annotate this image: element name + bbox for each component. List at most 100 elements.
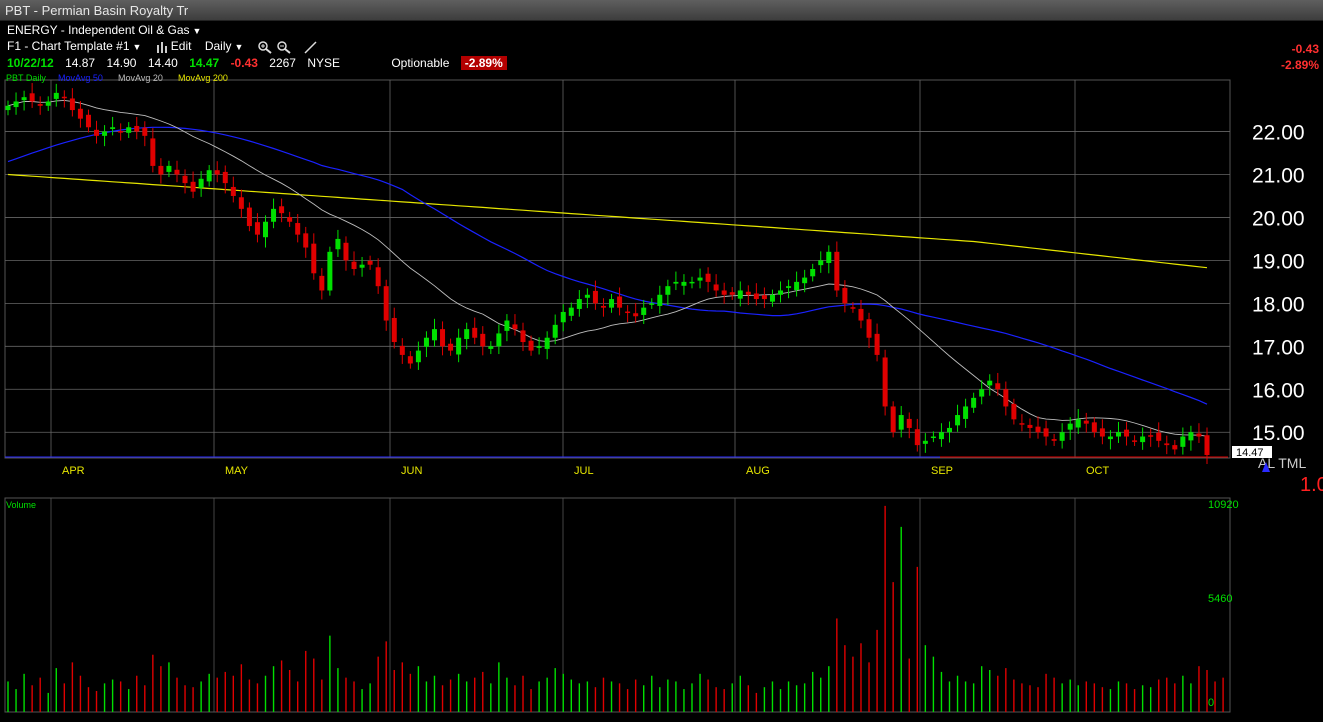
candle-body (617, 296, 623, 308)
volume-panel-frame (4, 497, 1231, 713)
candle-body (440, 329, 446, 347)
candle-body (85, 114, 91, 128)
zoom-out-icon[interactable] (276, 40, 292, 54)
candle-body (448, 343, 454, 351)
candle-body (737, 290, 743, 299)
candle-body (697, 277, 703, 281)
candle-body (1172, 445, 1178, 450)
candle-body (472, 327, 478, 338)
zoom-in-icon[interactable] (257, 40, 273, 54)
candle-body (834, 251, 840, 291)
candle-body (359, 264, 365, 268)
candle-body (681, 281, 687, 286)
interval-label: Daily (204, 39, 232, 53)
candle-body (649, 303, 655, 305)
ma50-line (7, 126, 1208, 405)
candle-body (625, 311, 631, 314)
candle-body (327, 251, 333, 291)
indicator-legend-item: MovAvg 20 (118, 73, 163, 83)
candle-body (351, 261, 357, 269)
draw-line-icon[interactable] (303, 40, 319, 54)
candle-body (786, 286, 792, 288)
candle-body (713, 284, 719, 291)
candle-body (214, 170, 220, 175)
candle-body (858, 308, 864, 321)
candle-body (552, 324, 558, 338)
template-dropdown[interactable]: F1 - Chart Template #1 ▼ (7, 39, 141, 53)
candle-body (335, 238, 341, 250)
candle-body (930, 436, 936, 439)
candle-body (971, 397, 977, 408)
quote-high: 14.90 (106, 56, 137, 70)
candle-body (810, 269, 816, 277)
candle-body (560, 311, 566, 323)
candle-body (826, 251, 832, 263)
candle-body (134, 125, 140, 132)
candle-body (1140, 436, 1146, 443)
candle-body (874, 333, 880, 355)
candle-body (1164, 443, 1170, 446)
candle-body (1035, 426, 1041, 433)
month-tick-label: APR (62, 465, 85, 477)
candle-body (520, 330, 526, 343)
month-tick-label: JUN (401, 465, 422, 477)
candle-body (778, 290, 784, 295)
candle-body (721, 290, 727, 295)
volume-tick-label: 0 (1208, 697, 1214, 709)
candle-body (979, 389, 985, 397)
candle-body (946, 427, 952, 433)
candle-body (504, 320, 510, 331)
chevron-down-icon: ▼ (234, 42, 244, 52)
candle-body (761, 295, 767, 300)
candle-body (802, 277, 808, 284)
candle-body (77, 108, 83, 119)
volume-tick-label: 5460 (1208, 593, 1232, 605)
price-tick-label: 16.00 (1252, 379, 1305, 402)
candle-body (1003, 389, 1009, 407)
right-change-pct: -2.89% (1280, 58, 1319, 72)
candle-body (391, 317, 397, 343)
candle-body (938, 432, 944, 440)
candle-body (53, 92, 59, 99)
candle-body (367, 260, 373, 265)
sector-row[interactable]: ENERGY - Independent Oil & Gas ▼ (7, 23, 201, 37)
candle-body (456, 337, 462, 355)
candle-body (5, 105, 11, 111)
candle-body (21, 97, 27, 101)
candle-body (818, 260, 824, 266)
candle-body (375, 267, 381, 287)
candle-body (544, 337, 550, 349)
candle-body (263, 221, 269, 238)
candle-body (769, 294, 775, 302)
candle-body (496, 333, 502, 347)
candle-body (399, 345, 405, 355)
volume-panel-label: Volume (6, 500, 36, 510)
candle-body (198, 178, 204, 188)
volume-tick-label: 10920 (1208, 499, 1239, 511)
candle-body (882, 357, 888, 407)
candle-body (37, 104, 43, 106)
candle-body (592, 290, 598, 304)
candle-body (512, 324, 518, 330)
candle-body (45, 101, 51, 106)
candle-body (1051, 439, 1057, 441)
candle-body (995, 383, 1001, 390)
blue-triangle-icon (1262, 462, 1270, 472)
candle-body (794, 281, 800, 291)
candle-body (158, 165, 164, 175)
candle-body (69, 98, 75, 111)
volume-bars-group (7, 505, 1224, 712)
chevron-down-icon: ▼ (132, 42, 142, 52)
change-pct-badge: -2.89% (460, 56, 507, 70)
candle-body (1067, 423, 1073, 430)
indicator-legend-item: MovAvg 50 (58, 73, 103, 83)
interval-dropdown[interactable]: Daily ▼ (205, 39, 244, 53)
candle-body (142, 127, 148, 136)
candle-body (1148, 435, 1154, 437)
edit-button[interactable]: Edit (155, 39, 191, 54)
candle-body (673, 281, 679, 284)
candle-body (222, 171, 228, 184)
candle-body (842, 287, 848, 304)
chevron-down-icon[interactable]: ▼ (192, 26, 202, 36)
